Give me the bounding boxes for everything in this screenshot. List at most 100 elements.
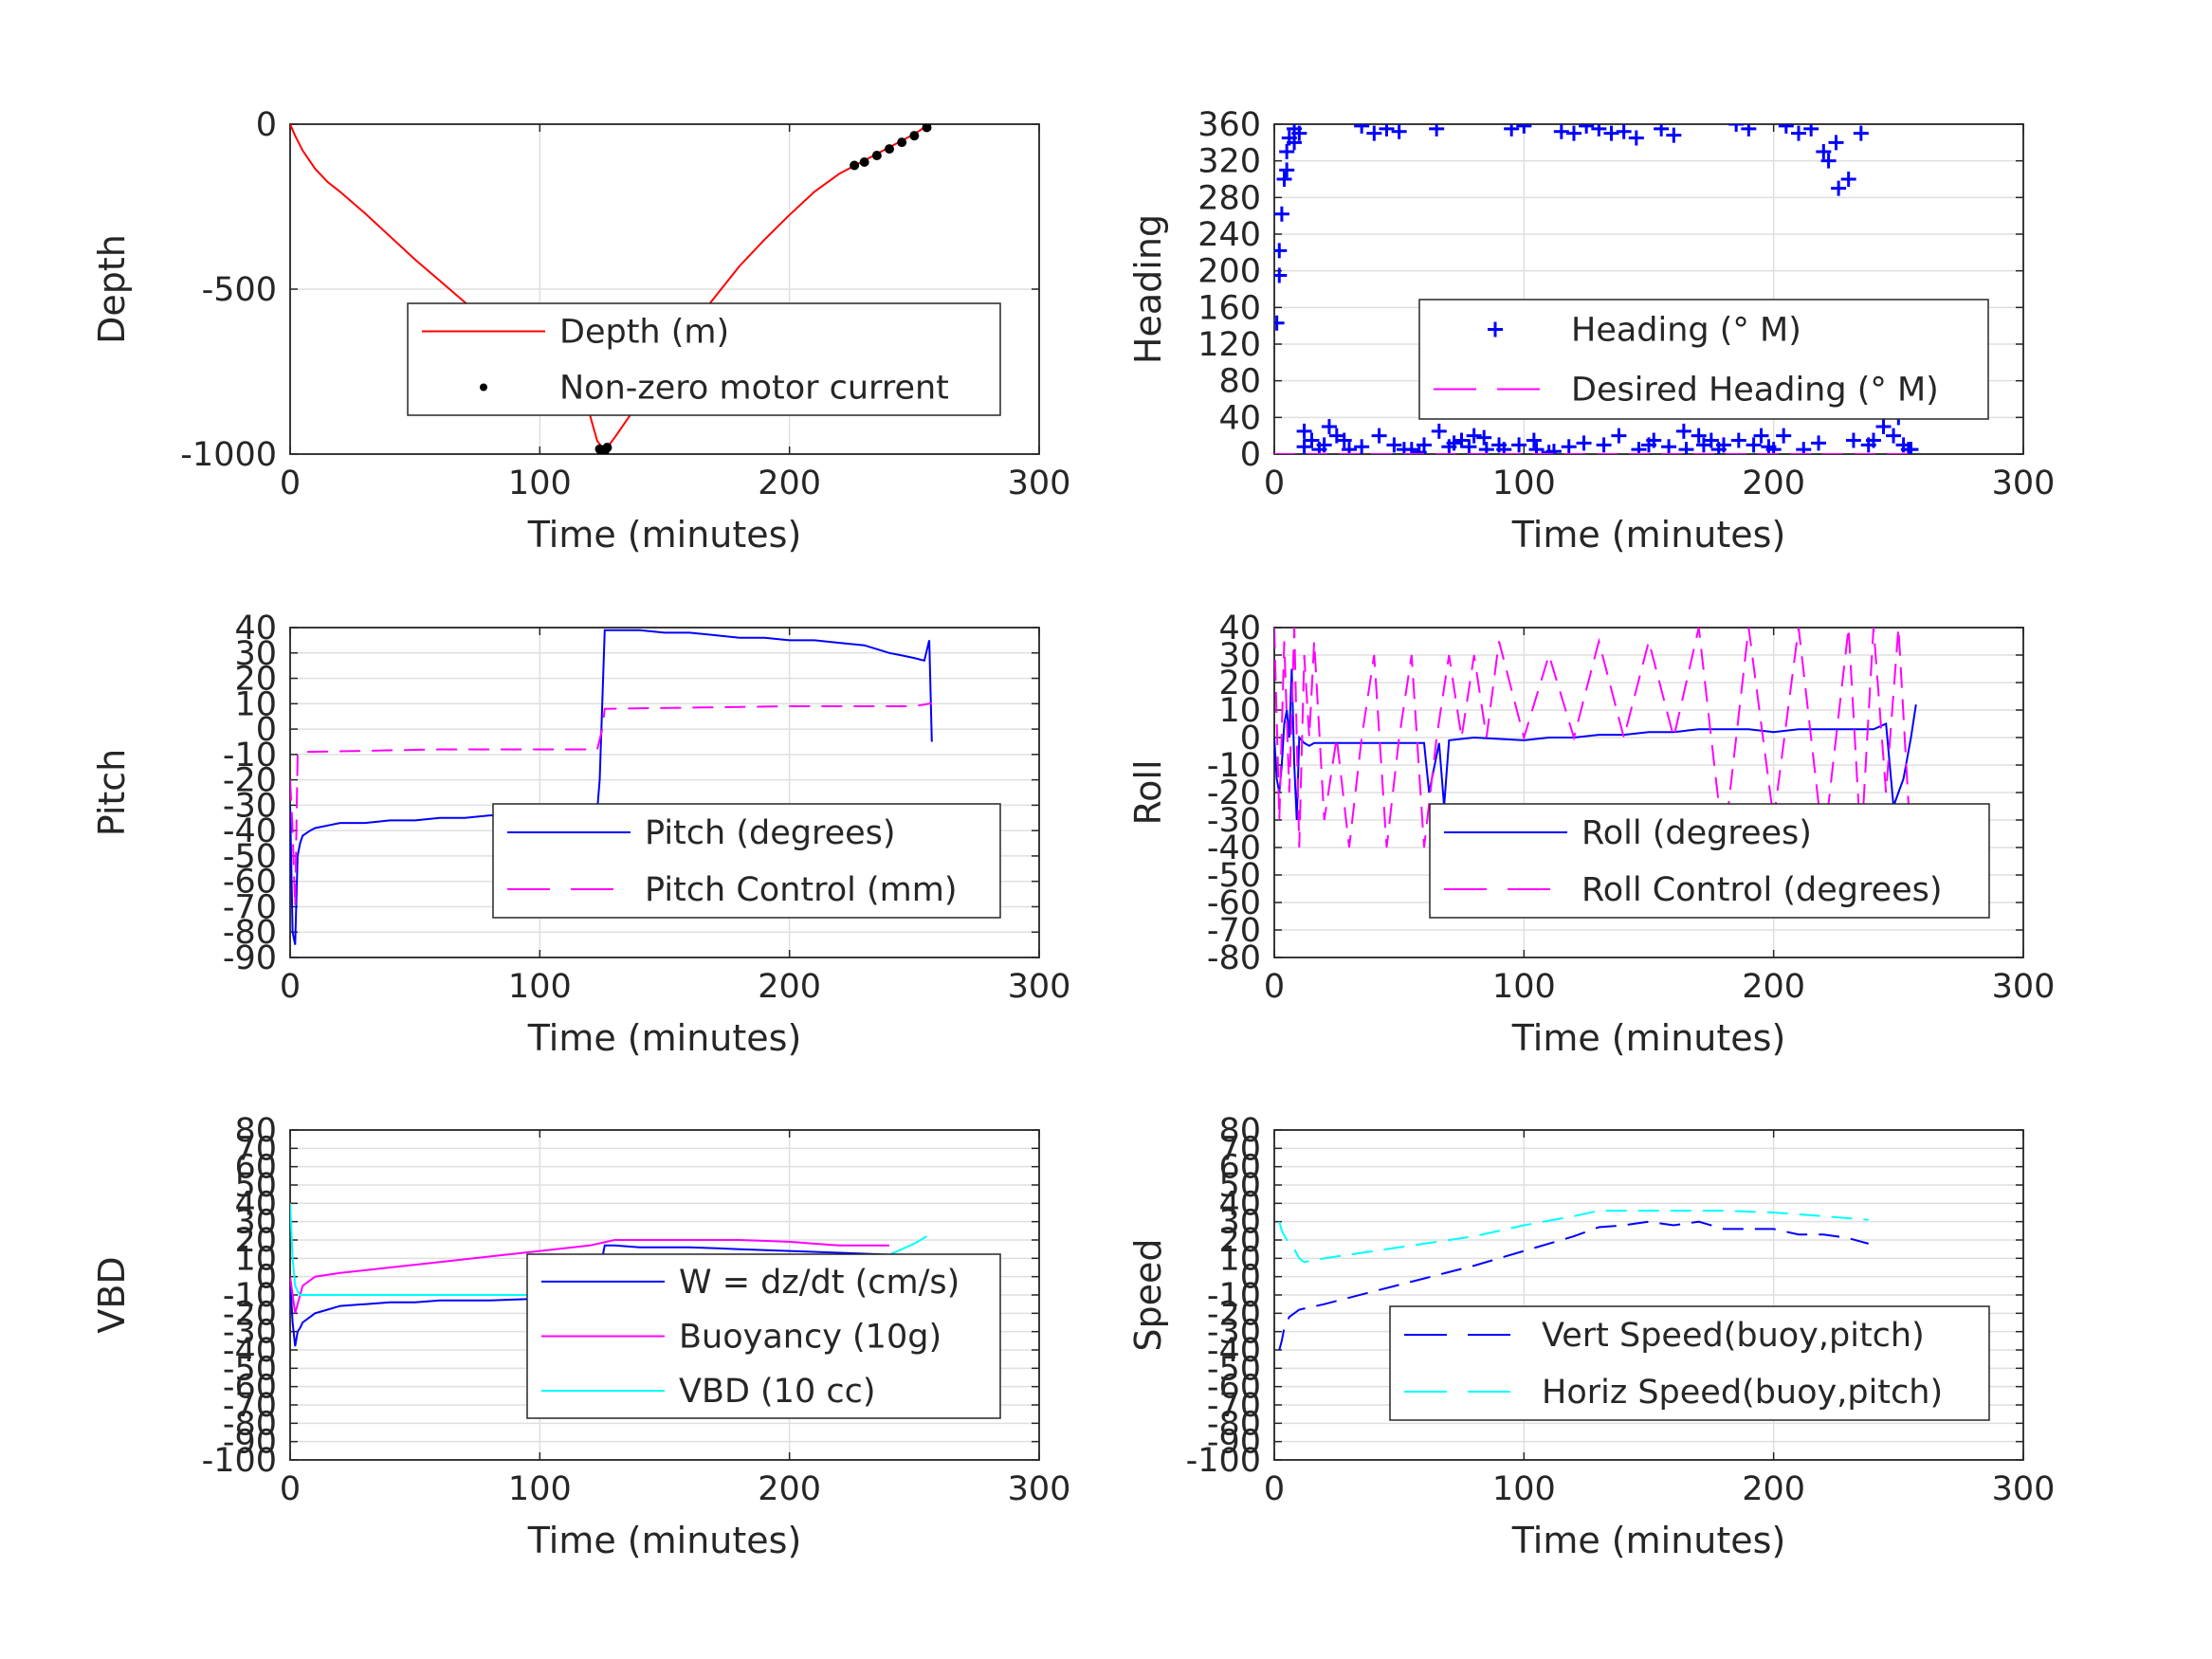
data-point (1646, 432, 1662, 448)
legend-label: Roll Control (degrees) (1581, 871, 1943, 909)
y-tick-label: -30 (1207, 1314, 1261, 1352)
x-tick-label: 100 (1492, 465, 1556, 502)
data-point (1274, 206, 1289, 222)
y-tick-label: 0 (1240, 1259, 1261, 1297)
legend-label: Heading (° M) (1571, 312, 1801, 350)
data-point (1528, 442, 1545, 454)
data-point (1476, 429, 1492, 446)
y-tick-label: -50 (1207, 857, 1261, 895)
data-point (1274, 315, 1285, 331)
legend-label: Depth (m) (559, 314, 729, 352)
plot-layer (1278, 1210, 1869, 1351)
legend: Depth (m) Non-zero motor current (407, 302, 1001, 416)
y-tick-label: 30 (234, 635, 277, 673)
y-axis-label: VBD (91, 1256, 133, 1333)
legend-box (1429, 803, 1990, 919)
x-tick-label: 100 (1492, 968, 1556, 1006)
series-1 (1278, 1210, 1869, 1264)
y-tick-label: 0 (1240, 436, 1261, 474)
series-1 (290, 702, 932, 907)
data-point (1675, 423, 1691, 439)
x-tick-label: 300 (1008, 465, 1071, 502)
y-tick-label: -60 (1207, 884, 1261, 922)
x-axis-label: Time (minutes) (527, 514, 802, 556)
y-tick-label: 20 (234, 661, 277, 699)
y-tick-label: 10 (234, 1240, 277, 1278)
x-tick-label: 0 (280, 1470, 301, 1508)
data-point (1342, 442, 1357, 454)
data-point (1461, 439, 1477, 454)
data-point (1511, 437, 1527, 453)
y-tick-label: 80 (1218, 363, 1261, 401)
data-point (1654, 124, 1670, 137)
data-point (1396, 442, 1412, 454)
y-tick-label: 30 (1218, 1204, 1261, 1242)
data-point (1616, 124, 1632, 139)
data-point (1661, 439, 1677, 454)
y-tick-label: -70 (223, 888, 277, 926)
y-tick-label: 20 (1218, 665, 1261, 702)
y-tick-label: 40 (234, 1185, 277, 1223)
legend-label: Vert Speed(buoy,pitch) (1542, 1317, 1925, 1355)
y-tick-label: -10 (1207, 747, 1261, 785)
x-axis-label: Time (minutes) (1511, 1017, 1786, 1059)
y-tick-label: 40 (1218, 399, 1261, 437)
y-tick-label: 70 (234, 1130, 277, 1168)
legend-label: Roll (degrees) (1581, 814, 1812, 852)
data-point (1296, 423, 1312, 439)
y-tick-label: -20 (223, 762, 277, 800)
data-point (1304, 432, 1320, 448)
y-tick-label: 40 (1218, 1185, 1261, 1223)
data-point (1366, 125, 1382, 141)
data-point (1596, 437, 1612, 453)
data-point (1336, 432, 1352, 448)
y-tick-label: -50 (223, 1350, 277, 1388)
data-point (1354, 439, 1370, 454)
data-point (602, 443, 612, 453)
data-point (1678, 442, 1694, 454)
x-tick-label: 100 (508, 968, 572, 1006)
y-tick-label: -20 (1207, 1295, 1261, 1333)
data-point (909, 131, 920, 141)
data-point (1274, 267, 1288, 283)
y-tick-label: 60 (1218, 1149, 1261, 1187)
data-point (1591, 124, 1607, 137)
y-tick-label: 280 (1197, 179, 1261, 217)
y-tick-label: -30 (223, 787, 277, 825)
data-point (1603, 125, 1619, 141)
y-tick-label: 20 (1218, 1222, 1261, 1260)
data-point (1776, 428, 1792, 444)
y-tick-label: 70 (1218, 1130, 1261, 1168)
chart-panel: 0 100 200 30004080120160200240280320360Time… (1127, 106, 2055, 556)
data-point (1741, 124, 1757, 137)
data-point (1875, 419, 1892, 434)
y-tick-label: -100 (202, 1442, 277, 1480)
legend-box (1418, 299, 1989, 420)
data-point (1666, 127, 1682, 143)
y-tick-label: 60 (234, 1149, 277, 1187)
y-tick-label: -90 (223, 1424, 277, 1462)
legend-label: Pitch (degrees) (645, 814, 896, 852)
data-point (1279, 162, 1295, 178)
data-point (1354, 124, 1370, 134)
y-axis-label: Roll (1127, 759, 1169, 825)
y-tick-label: 0 (256, 711, 277, 749)
data-point (1853, 125, 1869, 141)
series-1 (594, 124, 932, 454)
y-tick-label: 0 (256, 106, 277, 144)
y-tick-label: -500 (202, 271, 277, 309)
y-tick-label: -60 (1207, 1369, 1261, 1407)
data-point (1321, 419, 1337, 434)
series-0 (1274, 124, 1919, 454)
y-tick-label: 10 (1218, 1240, 1261, 1278)
x-tick-label: 300 (1008, 968, 1071, 1006)
series-1 (290, 1239, 890, 1314)
x-tick-label: 0 (1264, 465, 1285, 502)
x-tick-label: 200 (758, 465, 821, 502)
y-tick-label: 360 (1197, 106, 1261, 144)
y-axis-label: Pitch (91, 749, 133, 837)
x-tick-label: 300 (1008, 1470, 1071, 1508)
y-tick-label: -80 (223, 1405, 277, 1443)
